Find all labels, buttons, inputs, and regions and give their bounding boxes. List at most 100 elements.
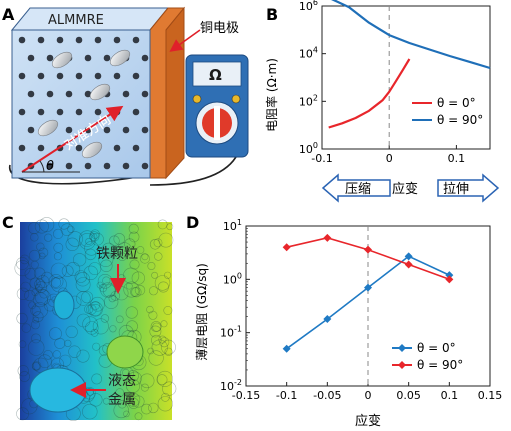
particle-outlines xyxy=(14,217,177,421)
particle-outline xyxy=(157,370,174,387)
particle-outline xyxy=(86,304,97,315)
y-tick-label: 100 xyxy=(299,141,318,156)
particle-outline xyxy=(149,286,159,296)
x-tick-label: 0.1 xyxy=(448,152,466,165)
panel-b-ticks: -0.1 0 0.1 100 102 104 106 xyxy=(299,0,465,165)
x-tick-label: 0.15 xyxy=(478,389,503,402)
particle-outline xyxy=(160,392,170,402)
particle-outline xyxy=(163,305,173,315)
particle-outline xyxy=(104,294,119,310)
particle-outline xyxy=(150,321,162,332)
data-point xyxy=(445,271,454,280)
particle-outline xyxy=(92,342,101,351)
particle-outline xyxy=(87,301,103,317)
iron-particle xyxy=(75,36,83,44)
particle-outline xyxy=(78,230,96,247)
particle-outline xyxy=(91,373,103,385)
particle-outline xyxy=(125,282,133,290)
particle-outline xyxy=(38,247,49,258)
particle-outline xyxy=(18,340,27,349)
particle-outline xyxy=(16,407,29,421)
particle-outline xyxy=(33,267,46,279)
iron-particle xyxy=(46,90,54,98)
particle-outline xyxy=(84,304,94,314)
particle-outline xyxy=(157,396,173,412)
x-tick-label: 0 xyxy=(386,152,393,165)
copper-electrode-side xyxy=(165,6,185,180)
strain-label: 应变 xyxy=(392,181,418,197)
particle-outline xyxy=(154,252,163,261)
particle-outline xyxy=(38,354,52,369)
legend-label: θ = 0° xyxy=(417,341,456,355)
legend-label: θ = 90° xyxy=(417,358,463,372)
particle-outline xyxy=(75,277,91,292)
iron-particle xyxy=(27,90,35,98)
particle-outline xyxy=(100,259,113,272)
particle-outline xyxy=(101,242,116,257)
iron-particle xyxy=(56,36,64,44)
particle-outline xyxy=(108,294,117,303)
wire xyxy=(9,164,151,185)
particle-outline xyxy=(158,232,174,248)
x-tick-label: -0.1 xyxy=(276,389,297,402)
iron-particle xyxy=(103,162,111,170)
particle-outline xyxy=(151,334,162,346)
panel-c: C 铁颗粒 液态 金属 xyxy=(2,213,177,421)
data-point xyxy=(404,260,413,269)
y-tick-label: 102 xyxy=(299,93,318,108)
particle-outline xyxy=(123,267,140,284)
particle-outline xyxy=(51,276,67,293)
particle-outline xyxy=(126,378,141,393)
particle-outline xyxy=(159,337,170,348)
iron-particle xyxy=(141,90,149,98)
particle-outline xyxy=(147,261,156,270)
particle-outline xyxy=(30,305,41,316)
particle-outline xyxy=(90,229,100,239)
particle-outline xyxy=(92,318,109,335)
particle-outline xyxy=(121,368,130,377)
particle-outline xyxy=(65,237,80,252)
particle-outline xyxy=(68,345,81,358)
particle-outline xyxy=(31,302,49,319)
particle-outline xyxy=(39,217,55,233)
particle-outline xyxy=(59,354,72,367)
particle-outline xyxy=(100,314,110,323)
particle-outline xyxy=(28,301,37,310)
particle-outline xyxy=(50,277,62,288)
particle-outline xyxy=(96,281,104,289)
data-point xyxy=(445,275,454,284)
particle-outline xyxy=(31,288,39,297)
particle-outline xyxy=(89,231,100,242)
particle-outline xyxy=(58,218,70,230)
particle-outline xyxy=(90,328,99,337)
iron-particle xyxy=(18,72,26,80)
particle-outline xyxy=(117,400,127,409)
y-tick-label: 10-1 xyxy=(220,325,242,340)
liquid-metal-droplet xyxy=(81,141,103,159)
particle-outline xyxy=(31,362,41,371)
iron-particle xyxy=(56,108,64,116)
liquid-metal-droplet xyxy=(106,335,144,369)
liquid-metal-droplets xyxy=(37,49,131,159)
particle-outline xyxy=(36,275,50,289)
particle-outline xyxy=(128,231,140,243)
panel-d-legend: θ = 0° θ = 90° xyxy=(392,341,463,372)
particle-outline xyxy=(98,284,108,293)
legend-marker xyxy=(398,361,406,369)
stretch-label: 拉伸 xyxy=(443,182,469,197)
particle-outline xyxy=(140,383,149,392)
particle-outline xyxy=(162,381,177,396)
particle-outline xyxy=(41,271,53,284)
panel-d-y-axis-label: 薄层电阻 (GΩ/sq) xyxy=(194,263,209,361)
liquid-metal-droplet xyxy=(51,51,73,69)
particle-outline xyxy=(52,228,64,239)
liquid-metal-label-line1: 液态 xyxy=(108,373,136,389)
iron-particle xyxy=(75,144,83,152)
panel-b-plot-area xyxy=(321,5,491,150)
x-tick-label: 0.1 xyxy=(441,389,459,402)
panel-b-series xyxy=(328,0,491,129)
particle-outline xyxy=(148,402,159,414)
particle-outline xyxy=(98,252,114,268)
compress-arrow: 压缩 xyxy=(321,173,391,203)
